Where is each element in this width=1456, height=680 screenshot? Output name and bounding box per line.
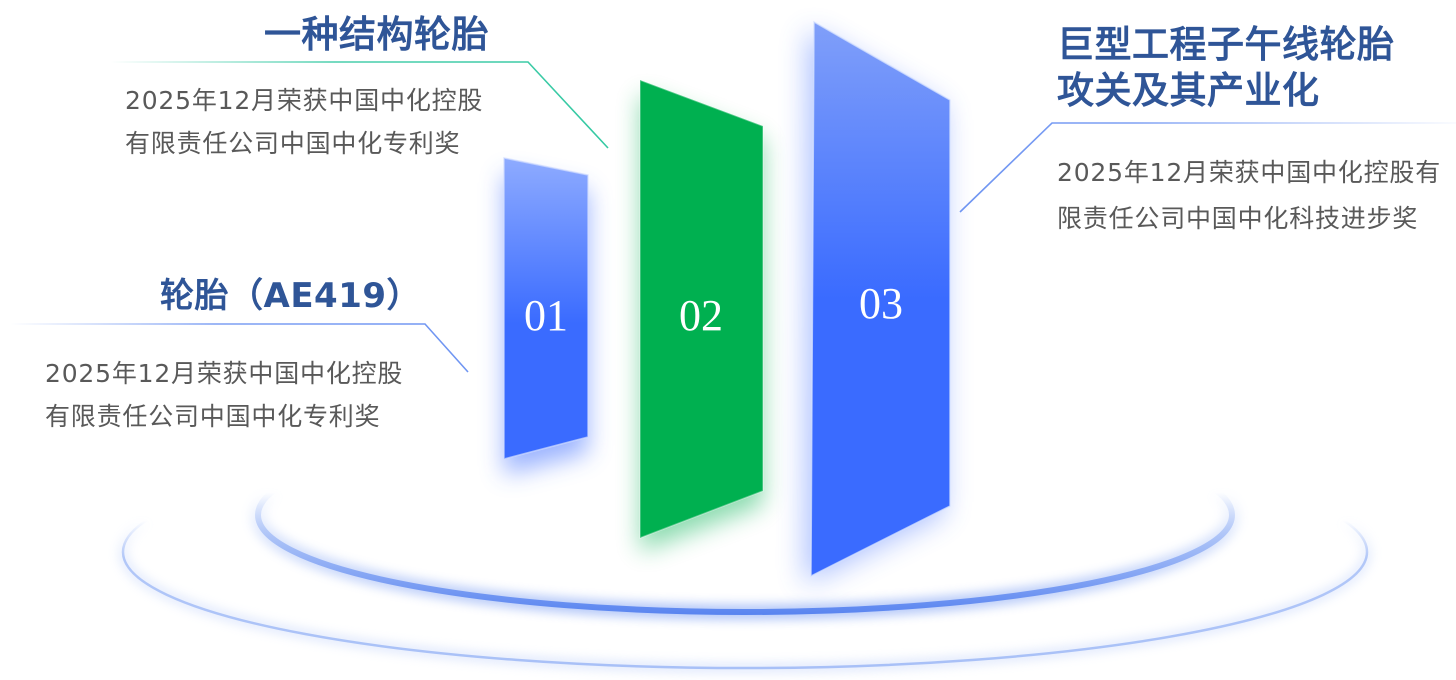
connector-line-03 — [959, 122, 1456, 213]
award-title-03: 巨型工程子午线轮胎 攻关及其产业化 — [1057, 22, 1395, 114]
panel-number-02: 02 — [679, 291, 723, 340]
connector-line-02 — [110, 61, 609, 149]
award-description-03: 2025年12月荣获中国中化控股有 限责任公司中国中化科技进步奖 — [1057, 150, 1441, 242]
award-description-line: 2025年12月荣获中国中化控股 — [45, 359, 404, 388]
panel-03: 03 — [805, 20, 951, 584]
award-title-line: 一种结构轮胎 — [264, 13, 489, 56]
panel-01-face — [503, 157, 589, 460]
award-description-02: 2025年12月荣获中国中化控股 有限责任公司中国中化专利奖 — [125, 79, 483, 165]
panel-number-01: 01 — [524, 291, 568, 340]
panel-01: 01 — [503, 157, 589, 475]
award-description-line: 有限责任公司中国中化专利奖 — [125, 129, 461, 158]
award-description-01: 2025年12月荣获中国中化控股 有限责任公司中国中化专利奖 — [45, 352, 403, 438]
award-title-01: 轮胎（AE419） — [160, 274, 421, 318]
panel-number-03: 03 — [859, 279, 903, 328]
award-description-line: 2025年12月荣获中国中化控股有 — [1057, 158, 1442, 187]
award-description-line: 有限责任公司中国中化专利奖 — [45, 402, 381, 431]
award-description-line: 2025年12月荣获中国中化控股 — [125, 86, 484, 115]
panel-03-face — [810, 20, 951, 578]
award-title-line: 巨型工程子午线轮胎 — [1057, 23, 1395, 66]
panel-02: 02 — [639, 78, 764, 552]
award-description-line: 限责任公司中国中化科技进步奖 — [1057, 204, 1419, 233]
award-title-line: 轮胎（AE419） — [160, 276, 422, 316]
panel-02-face — [639, 78, 764, 540]
award-title-02: 一种结构轮胎 — [264, 13, 489, 57]
connector-line-01 — [10, 323, 469, 373]
award-title-line: 攻关及其产业化 — [1057, 69, 1320, 112]
